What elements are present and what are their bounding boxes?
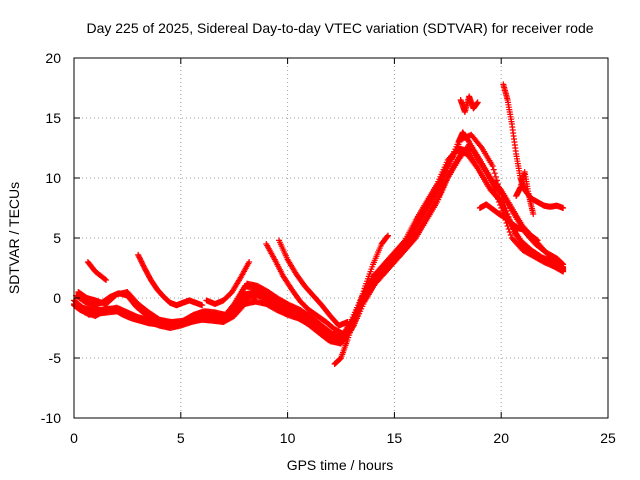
y-tick-label: -10	[41, 410, 61, 426]
data-point	[356, 301, 363, 308]
data-point	[360, 288, 367, 295]
data-point	[101, 276, 108, 283]
series-arc-g	[457, 93, 481, 115]
data-point	[103, 277, 110, 283]
data-point	[357, 299, 364, 306]
chart-title: Day 225 of 2025, Sidereal Day-to-day VTE…	[86, 20, 593, 36]
data-point	[199, 302, 206, 309]
data-point	[353, 310, 360, 317]
data-points	[71, 81, 567, 367]
y-tick-label: 0	[53, 290, 61, 306]
data-point	[492, 173, 499, 180]
data-point	[500, 199, 507, 205]
y-tick-label: 5	[53, 230, 61, 246]
data-point	[477, 143, 484, 150]
data-point	[137, 257, 144, 264]
x-tick-label: 0	[70, 430, 78, 446]
y-tick-label: 10	[45, 170, 61, 186]
data-point	[499, 195, 506, 202]
data-point	[135, 253, 142, 260]
series-arc-c	[203, 259, 253, 307]
data-point	[138, 259, 145, 266]
data-point	[501, 202, 508, 208]
data-point	[474, 99, 481, 106]
series-arc-i	[476, 201, 541, 244]
data-point	[136, 254, 143, 261]
data-point	[491, 170, 498, 177]
x-tick-label: 20	[493, 430, 509, 446]
data-point	[359, 290, 366, 297]
series-arc-a	[84, 259, 110, 283]
data-point	[358, 293, 365, 300]
data-point	[354, 307, 361, 314]
series-arc-b	[135, 251, 206, 309]
data-point	[232, 299, 239, 306]
x-tick-label: 25	[600, 430, 616, 446]
data-point	[137, 255, 144, 262]
data-point	[355, 304, 362, 311]
x-tick-label: 10	[280, 430, 296, 446]
y-tick-label: 20	[45, 50, 61, 66]
x-axis: 0 5 10 15 20 25	[70, 58, 616, 446]
data-point	[496, 184, 503, 191]
data-point	[503, 208, 510, 214]
x-tick-label: 15	[387, 430, 403, 446]
data-point	[358, 296, 365, 303]
data-point	[494, 181, 501, 187]
series-arc-h	[500, 81, 567, 211]
data-point	[497, 188, 504, 195]
data-point	[493, 177, 500, 184]
series-arc-j	[513, 169, 537, 217]
data-point	[344, 319, 351, 325]
y-axis: -10 -5 0 5 10 15 20	[41, 50, 608, 426]
data-point	[139, 261, 146, 268]
data-point	[498, 191, 505, 198]
data-point	[384, 232, 391, 239]
data-point	[384, 233, 391, 240]
data-point	[489, 163, 496, 169]
x-tick-label: 5	[177, 430, 185, 446]
data-point	[140, 262, 147, 269]
y-axis-label: SDTVAR / TECUs	[6, 182, 22, 294]
series-arc-f	[331, 232, 391, 367]
data-point	[502, 205, 509, 211]
series-arc-e	[276, 237, 351, 329]
data-point	[560, 205, 567, 211]
data-point	[504, 211, 511, 217]
y-tick-label: 15	[45, 110, 61, 126]
data-point	[135, 251, 142, 258]
series-track-f	[73, 131, 567, 340]
data-point	[534, 237, 541, 244]
y-tick-label: -5	[49, 350, 62, 366]
data-point	[352, 313, 359, 319]
data-point	[490, 166, 497, 173]
data-point	[560, 267, 567, 274]
x-axis-label: GPS time / hours	[287, 457, 394, 473]
data-point	[530, 211, 537, 217]
data-point	[138, 258, 145, 265]
series-arc-d	[263, 241, 355, 337]
data-point	[494, 194, 501, 201]
data-point	[507, 232, 514, 238]
data-point	[246, 259, 253, 265]
